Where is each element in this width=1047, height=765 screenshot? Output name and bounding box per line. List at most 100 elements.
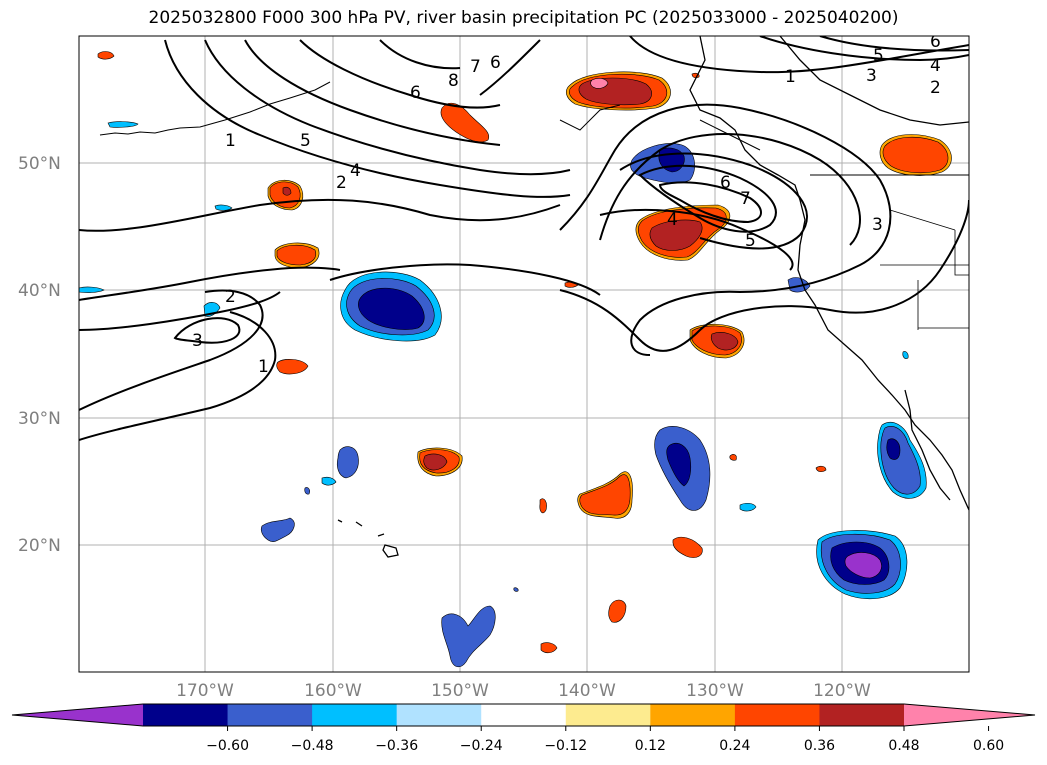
- lat-label-40n: 40°N: [18, 281, 61, 301]
- contour-label-5-c: 5: [873, 46, 884, 66]
- positive-anomaly-20n-134w: [672, 536, 703, 558]
- pv-contour-1-f: [559, 199, 969, 352]
- positive-anomaly-23n-137w: [577, 471, 633, 519]
- pv-contour-1-d: [79, 289, 264, 411]
- contour-label-1-c: 1: [785, 67, 796, 87]
- colorbar-segment: [819, 704, 905, 726]
- colorbar-segment: [481, 704, 567, 726]
- colorbar-tick-label: −0.12: [544, 738, 587, 754]
- pv-contour-top-2: [759, 36, 969, 62]
- pv-contour-1-e: [559, 103, 892, 356]
- contour-label-4-b: 4: [667, 210, 678, 230]
- map-title: 2025032800 F000 300 hPa PV, river basin …: [148, 8, 899, 28]
- pv-contour-top-3: [819, 36, 969, 52]
- contour-label-1: 1: [225, 131, 236, 151]
- map-frame-border: [78, 35, 970, 673]
- lon-label-170w: 170°W: [176, 681, 234, 701]
- pv-contour-3: [173, 317, 241, 344]
- positive-anomaly-small-warms: [97, 51, 827, 654]
- contour-label-5: 5: [300, 131, 311, 151]
- pv-contour-1-a: [79, 198, 561, 232]
- contour-label-2: 2: [225, 287, 236, 307]
- baja-california-coastline: [904, 389, 951, 501]
- negative-anomaly-40n-155w: [340, 271, 442, 342]
- pv-contour-4: [204, 39, 571, 176]
- colorbar-extend-high: [904, 704, 1035, 726]
- contour-label-6: 6: [410, 83, 421, 103]
- contour-label-3-c: 3: [872, 215, 883, 235]
- contour-label-1-b: 1: [258, 357, 269, 377]
- contour-label-8: 8: [448, 71, 459, 91]
- contour-label-4-c: 4: [930, 56, 941, 76]
- lat-label-50n: 50°N: [18, 154, 61, 174]
- colorbar-tick-label: 0.24: [719, 738, 750, 754]
- lon-label-140w: 140°W: [558, 681, 616, 701]
- contour-label-2-b: 2: [336, 173, 347, 193]
- contour-label-4: 4: [350, 161, 361, 181]
- pv-contour-5-b: [619, 152, 808, 250]
- lon-label-130w: 130°W: [686, 681, 744, 701]
- colorbar-tick-label: 0.48: [888, 738, 919, 754]
- colorbar-segment: [227, 704, 313, 726]
- colorbar-segment: [396, 704, 482, 726]
- pv-contour-top-1: [629, 36, 969, 74]
- pv-contour-3-b: [164, 39, 571, 198]
- colorbar-tick-label: 0.12: [635, 738, 666, 754]
- alaska-canada-coast: [779, 36, 969, 126]
- contour-label-3-b: 3: [866, 66, 877, 86]
- positive-anomaly-15n-137w: [608, 599, 627, 623]
- negative-anomaly-22n-166w: [260, 517, 295, 542]
- colorbar: [11, 703, 1036, 727]
- contour-label-3: 3: [192, 331, 203, 351]
- pv-contour-6: [299, 39, 501, 109]
- lon-label-120w: 120°W: [813, 681, 871, 701]
- pv-contour-6-b: [638, 164, 777, 233]
- pv-contour-4-b: [599, 208, 794, 271]
- positive-anomaly-43n-162w: [274, 242, 320, 269]
- contour-label-7: 7: [740, 189, 751, 209]
- contour-label-6-d: 6: [490, 53, 501, 73]
- positive-anomaly-36n-131w: [689, 323, 745, 359]
- contour-label-5-b: 5: [745, 231, 756, 251]
- colorbar-segment: [565, 704, 651, 726]
- contour-label-2-c: 2: [930, 78, 941, 98]
- pv-contour-5: [244, 39, 501, 146]
- negative-anomaly-26n-159w: [336, 446, 359, 479]
- contour-label-7-b: 7: [470, 57, 481, 77]
- pv-contour-labels: 1 2 3 4 5 6 7 8 2 1 5 6 4 1 3 2 4 5 6 6 …: [192, 36, 941, 377]
- colorbar-segment: [734, 704, 820, 726]
- colorbar-outline: [11, 703, 1036, 727]
- pv-contour-8: [379, 39, 461, 70]
- negative-anomaly-25n-133w: [654, 426, 711, 511]
- colorbar-segment: [650, 704, 736, 726]
- pv-contour-1-b: [79, 266, 341, 301]
- precipitation-anomalies: [79, 51, 952, 668]
- latitude-labels: 50°N 40°N 30°N 20°N: [18, 154, 61, 556]
- colorbar-tick-labels: −0.60 −0.48 −0.36 −0.24 −0.12 0.12 0.24 0.36 0.4…: [206, 726, 1004, 754]
- lon-label-150w: 150°W: [431, 681, 489, 701]
- colorbar-tick-label: −0.36: [375, 738, 418, 754]
- lat-label-30n: 30°N: [18, 409, 61, 429]
- state-borders: [880, 209, 969, 330]
- contour-label-6-b: 6: [720, 173, 731, 193]
- colorbar-tick-label: 0.36: [804, 738, 835, 754]
- pv-contour-2-b: [599, 132, 861, 246]
- colorbar-extend-low: [12, 704, 143, 726]
- pv-contours: [79, 36, 969, 441]
- map-content: 1 2 3 4 5 6 7 8 2 1 5 6 4 1 3 2 4 5 6 6 …: [79, 36, 969, 672]
- pv-contour-1-c: [79, 311, 277, 441]
- colorbar-segment: [312, 704, 398, 726]
- colorbar-segment: [143, 704, 229, 726]
- positive-anomaly-26n-149w: [417, 447, 463, 477]
- positive-anomaly-34n-164w: [276, 359, 309, 375]
- longitude-labels: 170°W 160°W 150°W 140°W 130°W 120°W: [176, 681, 871, 701]
- pv-contour-7: [479, 39, 541, 96]
- colorbar-tick-label: −0.60: [206, 738, 249, 754]
- lon-label-160w: 160°W: [304, 681, 362, 701]
- colorbar-tick-label: 0.60: [973, 738, 1004, 754]
- positive-anomaly-55n-139w: [566, 71, 671, 111]
- graticule: [79, 36, 969, 672]
- pv-contour-7-b: [658, 181, 762, 224]
- negative-anomaly-12n-150w: [441, 605, 496, 668]
